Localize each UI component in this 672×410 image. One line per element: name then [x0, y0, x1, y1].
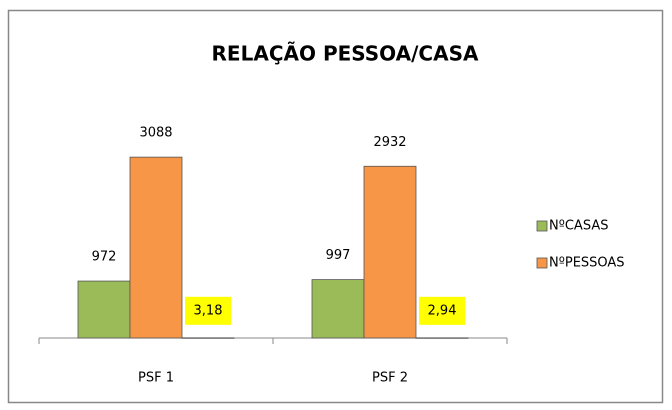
- legend-swatch: [536, 257, 548, 269]
- x-tick-label: PSF 1: [138, 371, 174, 386]
- data-label: 2932: [373, 135, 406, 150]
- chart-title: RELAÇÃO PESSOA/CASA: [212, 42, 479, 66]
- data-label: 997: [326, 248, 351, 263]
- legend-swatch: [536, 220, 548, 232]
- bar: [311, 279, 365, 339]
- label-background: [419, 296, 465, 325]
- bar: [129, 156, 183, 339]
- data-label: 2,94: [428, 303, 457, 318]
- x-tick-label: PSF 2: [372, 371, 408, 386]
- legend-label: NºPESSOAS: [549, 256, 625, 271]
- bar: [181, 337, 235, 339]
- label-background: [185, 296, 231, 325]
- bar: [77, 280, 131, 339]
- data-label: 972: [92, 250, 117, 265]
- legend-label: NºCASAS: [549, 219, 608, 234]
- chart-border: [7, 9, 664, 404]
- data-label: 3,18: [194, 303, 223, 318]
- data-label: 3088: [139, 126, 172, 141]
- bar: [415, 337, 469, 339]
- bar: [363, 165, 417, 339]
